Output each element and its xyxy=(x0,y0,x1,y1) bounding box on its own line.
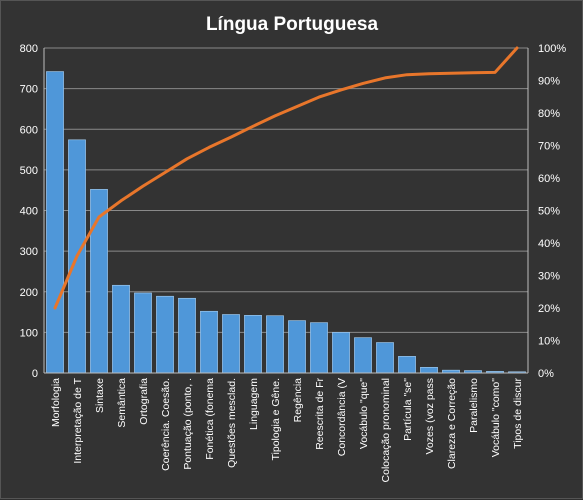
category-label: Regência xyxy=(292,378,304,423)
left-tick-label: 800 xyxy=(20,43,38,55)
right-tick-label: 40% xyxy=(538,238,560,250)
left-tick-label: 700 xyxy=(20,84,38,96)
bar xyxy=(200,310,218,374)
category-label: Questões mesclad. xyxy=(226,378,238,468)
category-label: Clareza e Correção xyxy=(446,378,458,469)
bar xyxy=(178,297,196,374)
category-label: Semântica xyxy=(116,378,128,428)
left-tick-label: 400 xyxy=(20,206,38,218)
category-label: Coerência. Coesão. xyxy=(160,378,172,471)
right-tick-label: 0% xyxy=(538,368,554,380)
category-label: Concordância (V xyxy=(336,378,348,456)
category-label: Vozes (voz pass xyxy=(424,378,436,454)
left-tick-label: 100 xyxy=(20,327,38,339)
right-tick-label: 20% xyxy=(538,303,560,315)
category-label: Tipologia e Gêne. xyxy=(270,378,282,461)
right-tick-label: 10% xyxy=(538,336,560,348)
bar xyxy=(112,284,130,374)
category-label: Interpretação de T xyxy=(72,377,84,463)
category-label: Reescrita de Fr xyxy=(314,378,326,450)
bar xyxy=(354,337,372,374)
category-label: Vocábulo "como" xyxy=(490,378,502,458)
cumulative-line-series xyxy=(53,46,519,310)
bar xyxy=(222,314,240,374)
bar xyxy=(46,71,64,374)
bar xyxy=(266,315,284,374)
left-tick-label: 600 xyxy=(20,124,38,136)
bar xyxy=(288,320,306,374)
bar xyxy=(398,356,416,374)
chart-title: Língua Portuguesa xyxy=(206,14,379,35)
category-label: Pontuação (ponto, . xyxy=(182,378,194,470)
bar xyxy=(376,342,394,374)
right-tick-label: 60% xyxy=(538,173,560,185)
bar xyxy=(134,292,152,374)
cumulative-line xyxy=(53,46,519,310)
left-tick-label: 500 xyxy=(20,165,38,177)
category-label: Paralelismo xyxy=(468,378,480,433)
left-tick-label: 300 xyxy=(20,246,38,258)
category-labels: Morfologia Interpretação de T Sintaxe Semân… xyxy=(50,377,524,482)
bar xyxy=(310,322,328,374)
category-label: Linguagem xyxy=(248,378,260,430)
bar xyxy=(156,295,174,374)
right-tick-label: 80% xyxy=(538,108,560,120)
right-axis-ticks: 0% 10% 20% 30% 40% 50% 60% 70% 80% 90% 100% xyxy=(538,43,566,380)
right-tick-label: 50% xyxy=(538,206,560,218)
right-tick-label: 30% xyxy=(538,271,560,283)
axes xyxy=(43,48,529,374)
category-label: Fonética (fonema xyxy=(204,378,216,460)
bar xyxy=(244,315,262,374)
category-label: Vocábulo "que" xyxy=(358,378,370,449)
left-tick-label: 200 xyxy=(20,287,38,299)
category-label: Tipos de discur xyxy=(512,378,524,449)
category-label: Sintaxe xyxy=(94,378,106,413)
bar-series xyxy=(46,71,526,374)
right-tick-label: 100% xyxy=(538,43,566,55)
bar xyxy=(332,332,350,374)
category-label: Partícula "se" xyxy=(402,378,414,441)
left-axis-ticks: 0 100 200 300 400 500 600 700 800 xyxy=(20,43,38,380)
left-tick-label: 0 xyxy=(32,368,38,380)
right-tick-label: 70% xyxy=(538,141,560,153)
category-label: Morfologia xyxy=(50,378,62,427)
category-label: Ortografia xyxy=(138,378,150,425)
category-label: Colocação pronominal xyxy=(380,378,392,482)
right-tick-label: 90% xyxy=(538,76,560,88)
bar xyxy=(420,367,438,374)
